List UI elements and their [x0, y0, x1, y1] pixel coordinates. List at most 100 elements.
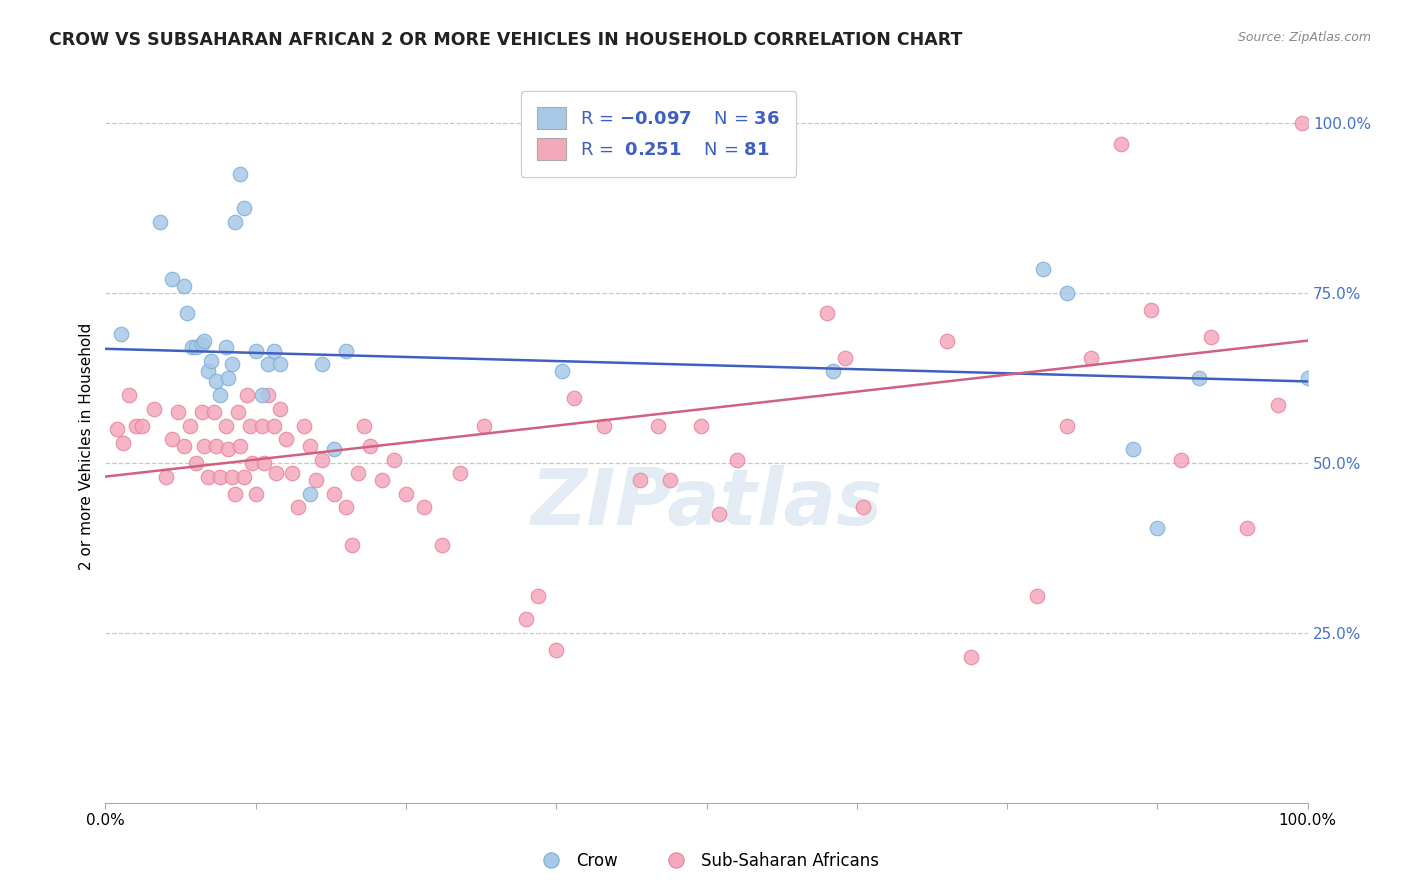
- Point: [1056, 286, 1078, 301]
- Point: [527, 589, 550, 603]
- Point: [197, 469, 219, 483]
- Point: [217, 442, 239, 457]
- Point: [292, 418, 315, 433]
- Point: [142, 401, 165, 416]
- Text: ZIPatlas: ZIPatlas: [530, 465, 883, 541]
- Point: [1296, 371, 1319, 385]
- Point: [1109, 136, 1132, 151]
- Point: [131, 418, 153, 433]
- Point: [815, 306, 838, 320]
- Point: [184, 456, 207, 470]
- Point: [449, 466, 471, 480]
- Point: [205, 439, 228, 453]
- Point: [725, 452, 748, 467]
- Point: [245, 486, 267, 500]
- Point: [707, 507, 730, 521]
- Point: [472, 418, 495, 433]
- Point: [253, 456, 276, 470]
- Point: [395, 486, 418, 500]
- Point: [160, 432, 183, 446]
- Point: [1188, 371, 1211, 385]
- Point: [166, 405, 188, 419]
- Point: [190, 337, 212, 351]
- Point: [264, 466, 287, 480]
- Point: [960, 649, 983, 664]
- Point: [359, 439, 381, 453]
- Point: [515, 612, 537, 626]
- Point: [240, 456, 263, 470]
- Point: [936, 334, 959, 348]
- Point: [1236, 520, 1258, 534]
- Point: [256, 358, 278, 372]
- Point: [107, 422, 129, 436]
- Point: [214, 418, 236, 433]
- Point: [593, 418, 616, 433]
- Point: [229, 439, 252, 453]
- Point: [298, 486, 321, 500]
- Point: [1032, 262, 1054, 277]
- Point: [551, 364, 574, 378]
- Point: [160, 272, 183, 286]
- Point: [834, 351, 856, 365]
- Point: [1140, 303, 1163, 318]
- Point: [197, 364, 219, 378]
- Point: [335, 500, 357, 515]
- Point: [347, 466, 370, 480]
- Point: [232, 469, 254, 483]
- Point: [269, 358, 291, 372]
- Point: [221, 469, 243, 483]
- Point: [430, 537, 453, 551]
- Point: [335, 343, 357, 358]
- Point: [190, 405, 212, 419]
- Point: [546, 643, 568, 657]
- Point: [322, 486, 344, 500]
- Point: [1080, 351, 1102, 365]
- Text: CROW VS SUBSAHARAN AFRICAN 2 OR MORE VEHICLES IN HOUSEHOLD CORRELATION CHART: CROW VS SUBSAHARAN AFRICAN 2 OR MORE VEH…: [49, 31, 963, 49]
- Point: [224, 215, 246, 229]
- Point: [193, 334, 215, 348]
- Point: [200, 354, 222, 368]
- Point: [214, 341, 236, 355]
- Point: [659, 473, 682, 487]
- Point: [311, 358, 333, 372]
- Point: [229, 167, 252, 181]
- Point: [287, 500, 309, 515]
- Point: [371, 473, 394, 487]
- Point: [269, 401, 291, 416]
- Point: [179, 418, 201, 433]
- Text: Source: ZipAtlas.com: Source: ZipAtlas.com: [1237, 31, 1371, 45]
- Point: [353, 418, 375, 433]
- Point: [281, 466, 304, 480]
- Point: [232, 201, 254, 215]
- Point: [193, 439, 215, 453]
- Point: [263, 343, 285, 358]
- Point: [221, 358, 243, 372]
- Point: [274, 432, 297, 446]
- Point: [208, 469, 231, 483]
- Point: [226, 405, 249, 419]
- Point: [176, 306, 198, 320]
- Point: [322, 442, 344, 457]
- Point: [1201, 330, 1223, 344]
- Point: [1170, 452, 1192, 467]
- Point: [852, 500, 875, 515]
- Point: [245, 343, 267, 358]
- Point: [305, 473, 328, 487]
- Point: [628, 473, 651, 487]
- Point: [124, 418, 146, 433]
- Point: [217, 371, 239, 385]
- Point: [311, 452, 333, 467]
- Point: [821, 364, 844, 378]
- Y-axis label: 2 or more Vehicles in Household: 2 or more Vehicles in Household: [79, 322, 94, 570]
- Point: [647, 418, 669, 433]
- Point: [208, 388, 231, 402]
- Point: [1026, 589, 1049, 603]
- Point: [1056, 418, 1078, 433]
- Point: [205, 375, 228, 389]
- Point: [256, 388, 278, 402]
- Point: [250, 418, 273, 433]
- Point: [181, 341, 204, 355]
- Point: [184, 341, 207, 355]
- Point: [413, 500, 436, 515]
- Point: [1146, 520, 1168, 534]
